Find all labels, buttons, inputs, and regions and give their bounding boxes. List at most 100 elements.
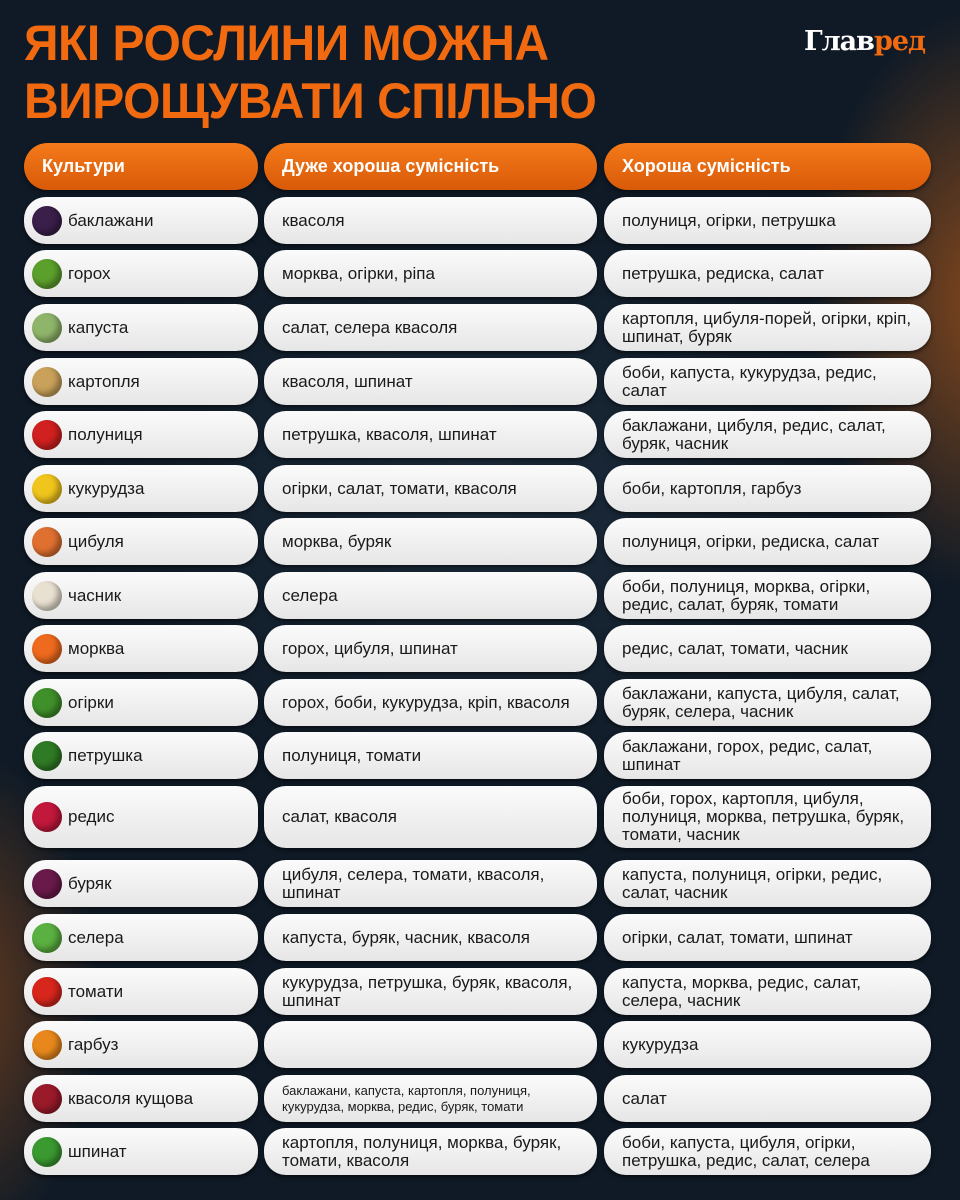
- crop-cell: горох: [24, 250, 258, 297]
- good-cell: боби, картопля, гарбуз: [604, 465, 931, 512]
- table-row: гарбуз кукурудза: [0, 1021, 960, 1068]
- spinach-icon: [32, 1136, 62, 1167]
- very-good-cell: селера: [264, 572, 597, 619]
- good-cell: боби, полуниця, морква, огірки, редис, с…: [604, 572, 931, 619]
- pea-icon: [32, 258, 62, 289]
- header-good: Хороша сумісність: [604, 143, 931, 190]
- very-good-cell: горох, боби, кукурудза, кріп, квасоля: [264, 679, 597, 726]
- very-good-cell: квасоля, шпинат: [264, 358, 597, 405]
- good-cell: огірки, салат, томати, шпинат: [604, 914, 931, 961]
- good-text: картопля, цибуля-порей, огірки, кріп, шп…: [622, 308, 912, 346]
- radish-icon: [32, 802, 62, 832]
- crop-name: редис: [68, 807, 115, 826]
- good-cell: кукурудза: [604, 1021, 931, 1068]
- table-row: шпинат картопля, полуниця, морква, буряк…: [0, 1128, 960, 1175]
- very-good-text: морква, огірки, ріпа: [282, 263, 435, 283]
- crop-cell: цибуля: [24, 518, 258, 565]
- crop-cell: баклажани: [24, 197, 258, 244]
- very-good-cell: морква, огірки, ріпа: [264, 250, 597, 297]
- crop-cell: селера: [24, 914, 258, 961]
- very-good-text: петрушка, квасоля, шпинат: [282, 424, 497, 444]
- crop-name: огірки: [68, 692, 114, 712]
- very-good-cell: морква, буряк: [264, 518, 597, 565]
- crop-name: картопля: [68, 371, 140, 391]
- good-cell: капуста, полуниця, огірки, редис, салат,…: [604, 860, 931, 907]
- good-text: боби, горох, картопля, цибуля, полуниця,…: [622, 789, 905, 844]
- crop-cell: часник: [24, 572, 258, 619]
- very-good-text: квасоля: [282, 210, 345, 230]
- crop-cell: буряк: [24, 860, 258, 907]
- good-text: баклажани, капуста, цибуля, салат, буряк…: [622, 683, 900, 721]
- garlic-icon: [32, 580, 62, 611]
- table-row: баклажани квасоля полуниця, огірки, петр…: [0, 197, 960, 244]
- logo-main: Глав: [804, 26, 875, 57]
- very-good-text: морква, буряк: [282, 531, 392, 551]
- crop-name: петрушка: [68, 745, 143, 765]
- table-row: кукурудза огірки, салат, томати, квасоля…: [0, 465, 960, 512]
- cabbage-icon: [32, 312, 62, 343]
- crop-name: гарбуз: [68, 1034, 119, 1054]
- logo-accent: ред: [873, 26, 926, 57]
- table-row: редис салат, квасоля боби, горох, картоп…: [0, 786, 960, 848]
- good-text: полуниця, огірки, редиска, салат: [622, 531, 880, 551]
- good-cell: полуниця, огірки, редиска, салат: [604, 518, 931, 565]
- very-good-cell: петрушка, квасоля, шпинат: [264, 411, 597, 458]
- pumpkin-icon: [32, 1029, 62, 1060]
- good-text: петрушка, редиска, салат: [622, 263, 824, 283]
- crop-cell: огірки: [24, 679, 258, 726]
- very-good-cell: горох, цибуля, шпинат: [264, 625, 597, 672]
- very-good-cell: салат, селера квасоля: [264, 304, 597, 351]
- table-row: квасоля кущова баклажани, капуста, карто…: [0, 1075, 960, 1122]
- crop-cell: морква: [24, 625, 258, 672]
- very-good-text: горох, цибуля, шпинат: [282, 638, 458, 658]
- very-good-cell: огірки, салат, томати, квасоля: [264, 465, 597, 512]
- crop-cell: капуста: [24, 304, 258, 351]
- good-cell: баклажани, капуста, цибуля, салат, буряк…: [604, 679, 931, 726]
- good-text: капуста, полуниця, огірки, редис, салат,…: [622, 864, 883, 902]
- good-text: огірки, салат, томати, шпинат: [622, 927, 853, 947]
- page-title: Які рослини можна вирощувати спільно: [24, 14, 597, 130]
- crop-name: морква: [68, 638, 125, 658]
- very-good-text: салат, селера квасоля: [282, 317, 458, 337]
- bean-icon: [32, 1083, 62, 1114]
- corn-icon: [32, 473, 62, 504]
- celery-icon: [32, 922, 62, 953]
- logo: Главред: [804, 26, 926, 57]
- crop-name: квасоля кущова: [68, 1088, 194, 1108]
- crop-name: капуста: [68, 317, 129, 337]
- strawberry-icon: [32, 419, 62, 450]
- parsley-icon: [32, 740, 62, 771]
- good-cell: баклажани, горох, редис, салат, шпинат: [604, 732, 931, 779]
- carrot-icon: [32, 633, 62, 664]
- crop-cell: полуниця: [24, 411, 258, 458]
- good-cell: салат: [604, 1075, 931, 1122]
- crop-cell: петрушка: [24, 732, 258, 779]
- table-row: цибуля морква, буряк полуниця, огірки, р…: [0, 518, 960, 565]
- very-good-text: горох, боби, кукурудза, кріп, квасоля: [282, 692, 570, 712]
- good-cell: боби, капуста, цибуля, огірки, петрушка,…: [604, 1128, 931, 1175]
- header-crops: Культури: [24, 143, 258, 190]
- crop-cell: томати: [24, 968, 258, 1015]
- very-good-text: селера: [282, 585, 338, 605]
- good-cell: петрушка, редиска, салат: [604, 250, 931, 297]
- crop-name: полуниця: [68, 424, 143, 444]
- good-text: боби, капуста, кукурудза, редис, салат: [622, 362, 877, 400]
- beet-icon: [32, 868, 62, 899]
- very-good-cell: баклажани, капуста, картопля, полуниця, …: [264, 1075, 597, 1122]
- crop-name: баклажани: [68, 210, 154, 230]
- table-row: петрушка полуниця, томати баклажани, гор…: [0, 732, 960, 779]
- good-text: боби, картопля, гарбуз: [622, 478, 802, 498]
- good-text: баклажани, цибуля, редис, салат, буряк, …: [622, 415, 886, 453]
- very-good-text: картопля, полуниця, морква, буряк, томат…: [282, 1132, 562, 1170]
- good-cell: картопля, цибуля-порей, огірки, кріп, шп…: [604, 304, 931, 351]
- very-good-text: огірки, салат, томати, квасоля: [282, 478, 517, 498]
- very-good-cell: салат, квасоля: [264, 786, 597, 848]
- crop-name: горох: [68, 263, 111, 283]
- good-cell: полуниця, огірки, петрушка: [604, 197, 931, 244]
- crop-name: шпинат: [68, 1141, 127, 1161]
- good-text: кукурудза: [622, 1034, 699, 1054]
- very-good-text: квасоля, шпинат: [282, 371, 413, 391]
- title-line-2: вирощувати спільно: [24, 73, 597, 129]
- crop-name: цибуля: [68, 531, 124, 551]
- very-good-cell: [264, 1021, 597, 1068]
